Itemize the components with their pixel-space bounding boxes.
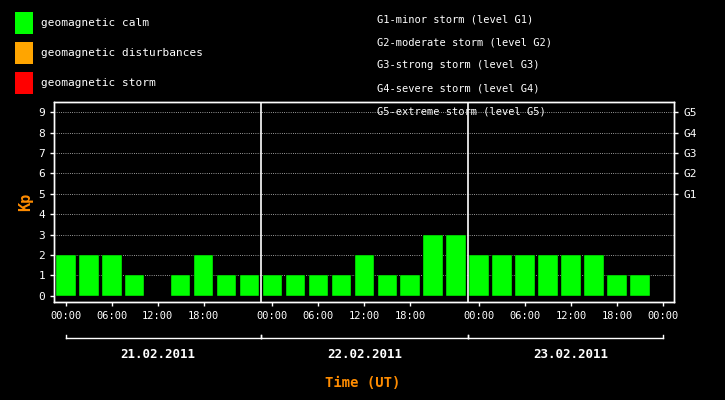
Bar [217,276,236,296]
Bar [584,255,604,296]
Bar [515,255,535,296]
Bar [309,276,328,296]
Text: 22.02.2011: 22.02.2011 [327,348,402,360]
Bar [262,276,282,296]
Text: G3-strong storm (level G3): G3-strong storm (level G3) [377,60,539,70]
Bar [469,255,489,296]
Bar [125,276,144,296]
Bar [400,276,420,296]
Text: geomagnetic calm: geomagnetic calm [41,18,149,28]
Text: 21.02.2011: 21.02.2011 [120,348,195,360]
Bar [538,255,558,296]
Bar [240,276,260,296]
Text: G2-moderate storm (level G2): G2-moderate storm (level G2) [377,37,552,47]
Text: G5-extreme storm (level G5): G5-extreme storm (level G5) [377,107,546,117]
Bar [355,255,374,296]
Y-axis label: Kp: Kp [18,193,33,211]
Text: geomagnetic disturbances: geomagnetic disturbances [41,48,203,58]
Bar [286,276,305,296]
Bar [561,255,581,296]
Text: G1-minor storm (level G1): G1-minor storm (level G1) [377,14,534,24]
Bar [79,255,99,296]
Bar [423,235,443,296]
Bar [378,276,397,296]
Bar [607,276,626,296]
Bar [102,255,122,296]
Text: geomagnetic storm: geomagnetic storm [41,78,156,88]
Bar [171,276,191,296]
Bar [194,255,213,296]
Bar [492,255,512,296]
Bar [630,276,650,296]
Bar [56,255,75,296]
Text: Time (UT): Time (UT) [325,376,400,390]
Bar [331,276,351,296]
Bar [447,235,466,296]
Text: 23.02.2011: 23.02.2011 [534,348,608,360]
Text: G4-severe storm (level G4): G4-severe storm (level G4) [377,84,539,94]
